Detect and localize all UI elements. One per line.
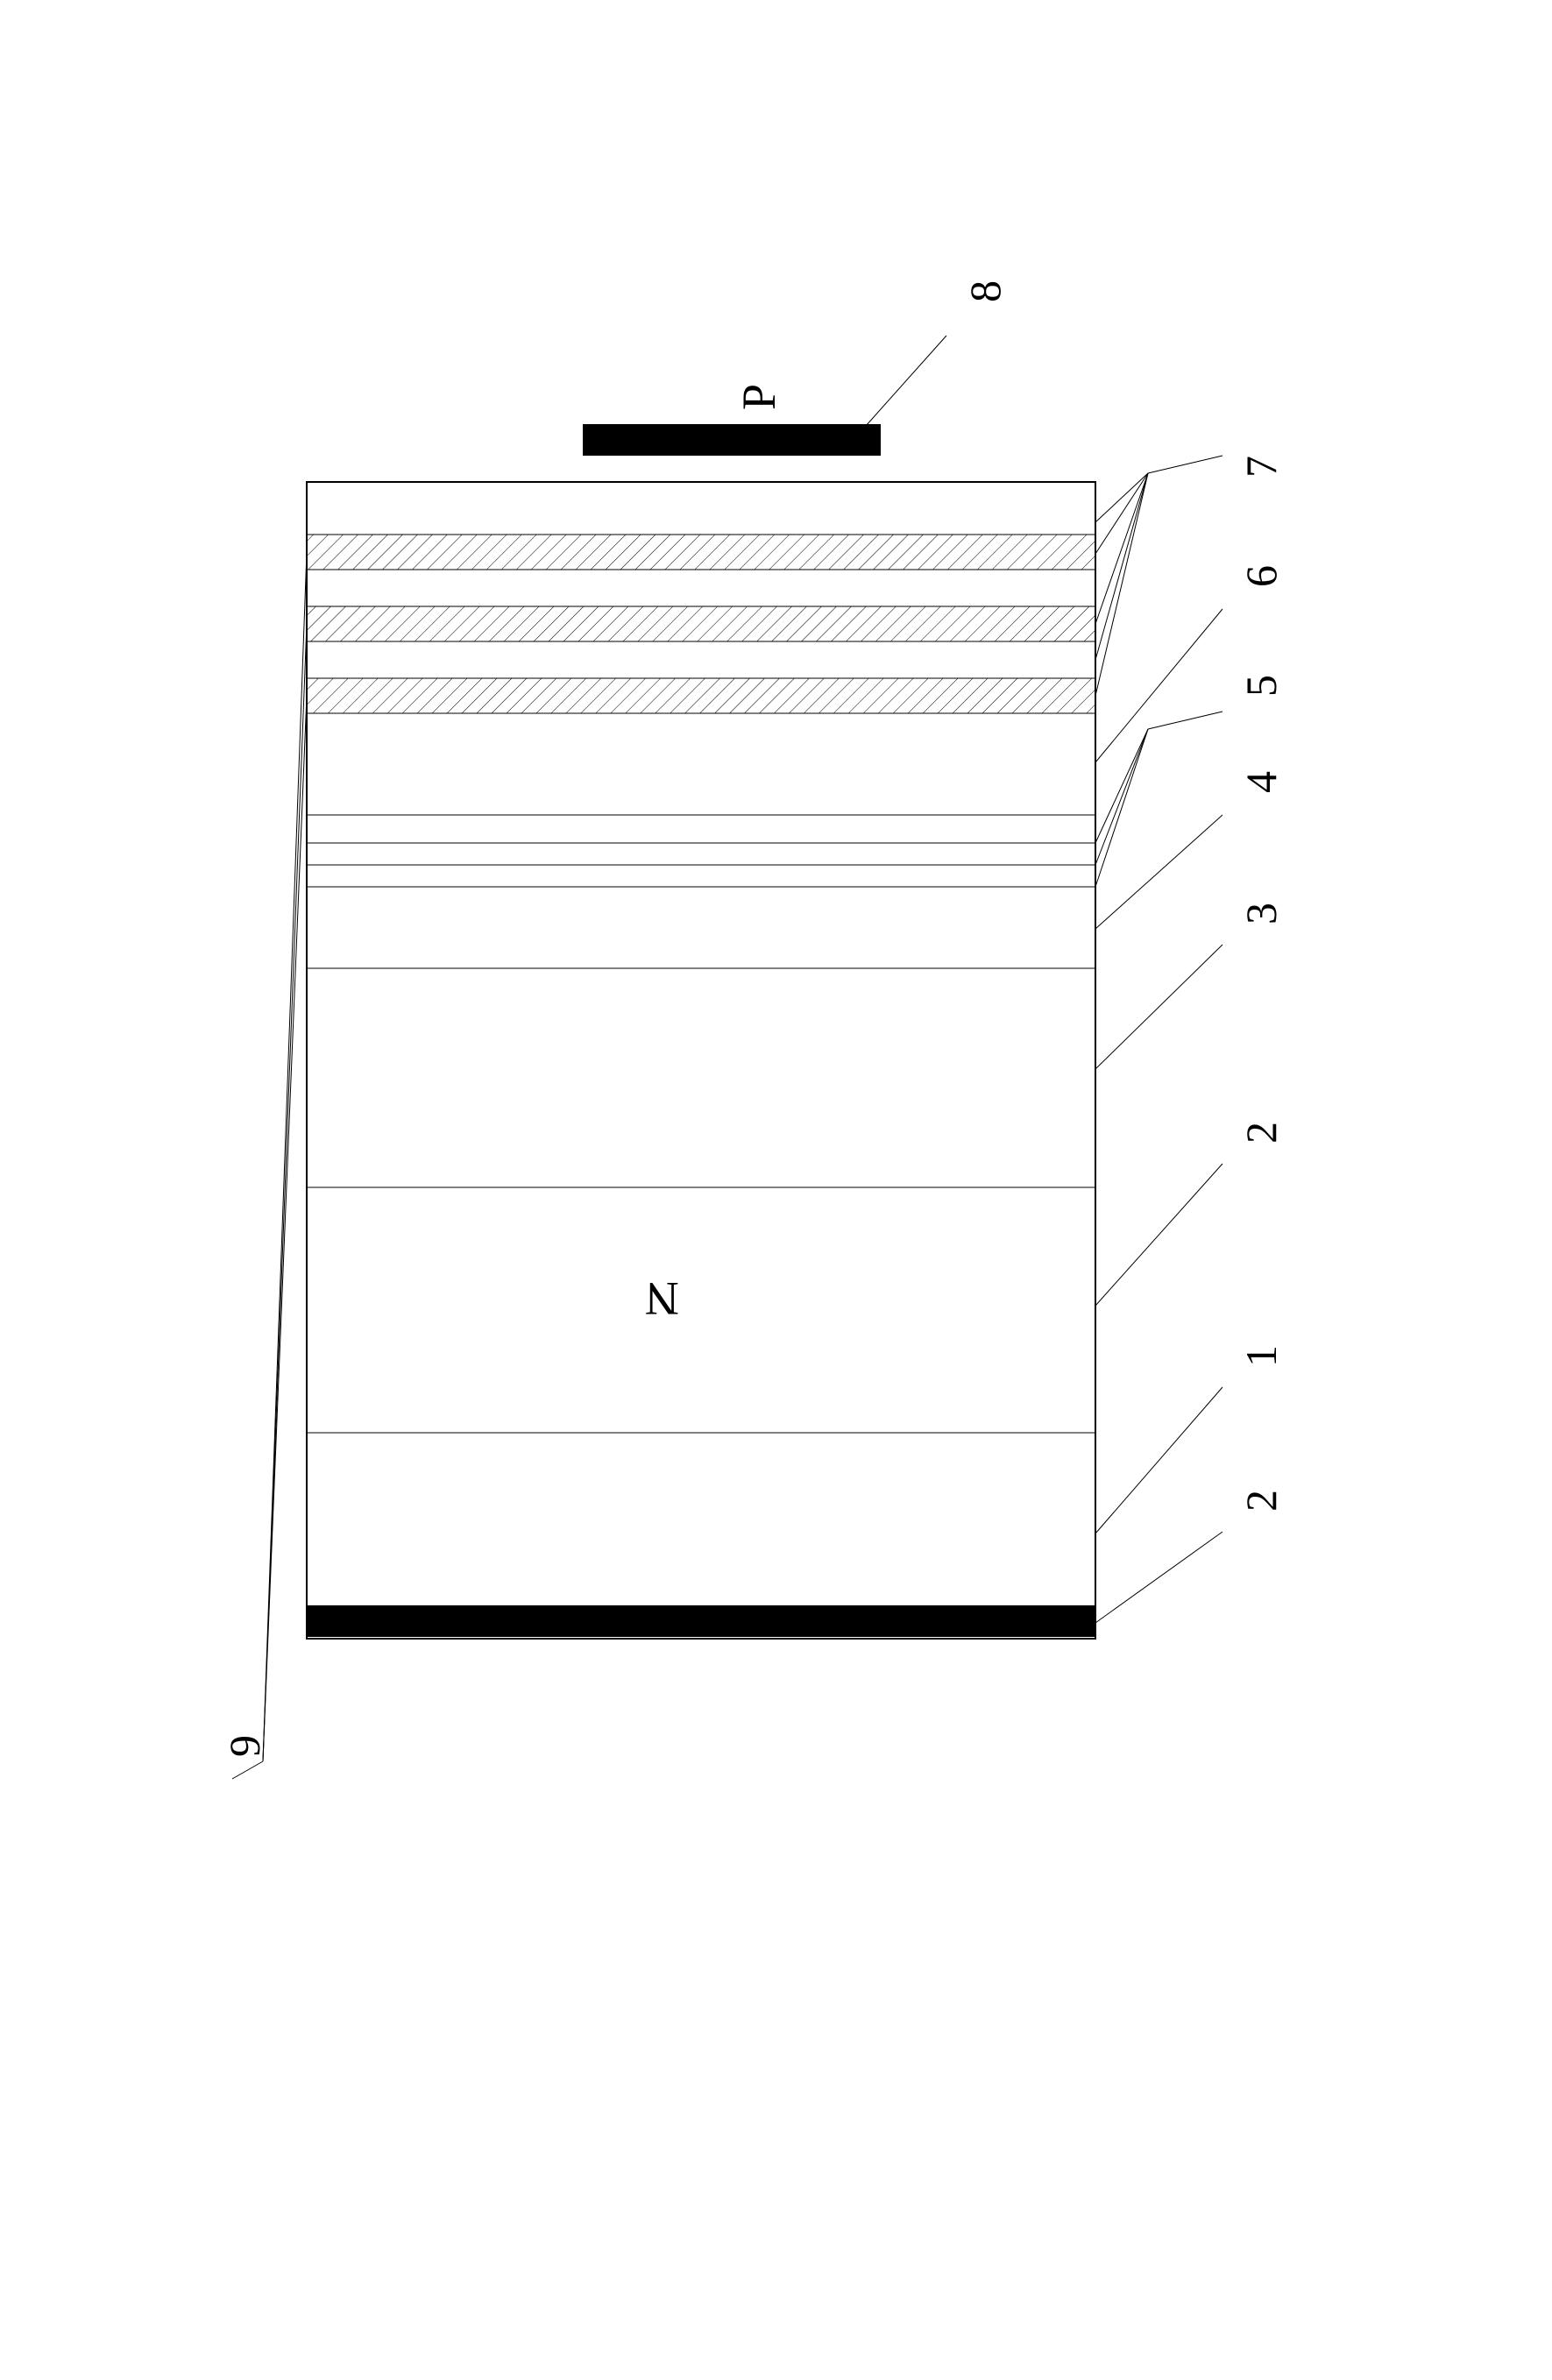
label-right-2: 2 bbox=[1236, 1122, 1286, 1144]
label-right-0: 2 bbox=[1236, 1490, 1286, 1512]
label-right-3: 3 bbox=[1236, 903, 1286, 924]
label-right-5: 5 bbox=[1236, 675, 1286, 697]
label-right-1: 1 bbox=[1236, 1345, 1286, 1367]
label-right-6: 6 bbox=[1236, 565, 1286, 587]
label-left-9: 9 bbox=[219, 1735, 270, 1757]
label-8: 8 bbox=[960, 280, 1010, 302]
electrode_P bbox=[583, 424, 881, 456]
label-right-4: 4 bbox=[1236, 771, 1286, 793]
label-N: N bbox=[645, 1271, 679, 1326]
label-right-7: 7 bbox=[1236, 456, 1286, 478]
electrode_N bbox=[307, 1605, 1095, 1637]
label-P: P bbox=[732, 384, 786, 410]
